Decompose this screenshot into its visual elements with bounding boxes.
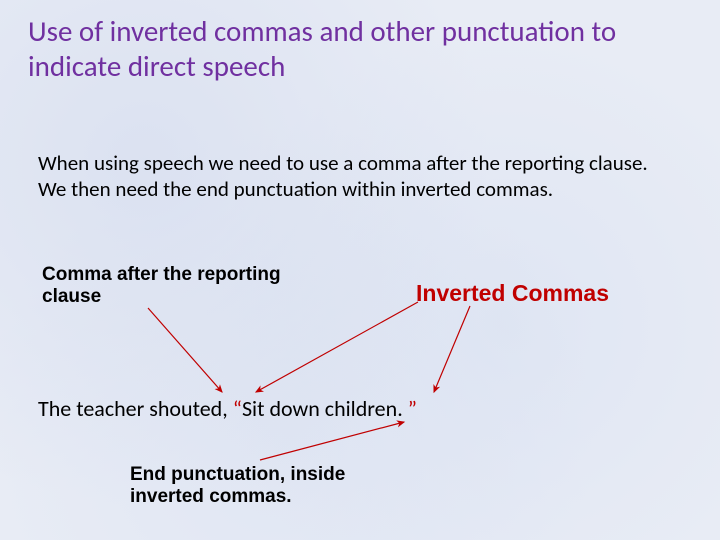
arrow-to-comma <box>148 308 222 392</box>
arrow-to-period <box>260 422 404 460</box>
example-open-quote: “ <box>233 395 242 422</box>
example-close-quote: ” <box>403 395 417 422</box>
example-sentence: The teacher shouted, “Sit down children.… <box>38 395 417 422</box>
body-paragraph: When using speech we need to use a comma… <box>38 150 660 203</box>
label-reporting-clause: Comma after the reporting clause <box>42 264 282 308</box>
arrow-to-open-quote <box>256 302 418 392</box>
example-part1: The teacher shouted <box>38 395 222 422</box>
label-end-punctuation: End punctuation, inside inverted commas. <box>130 464 360 508</box>
slide-title: Use of inverted commas and other punctua… <box>28 14 680 84</box>
example-part2: Sit down children <box>242 395 397 422</box>
arrow-to-close-quote <box>434 306 470 392</box>
example-comma: , <box>222 395 228 422</box>
label-inverted-commas: Inverted Commas <box>416 280 609 307</box>
